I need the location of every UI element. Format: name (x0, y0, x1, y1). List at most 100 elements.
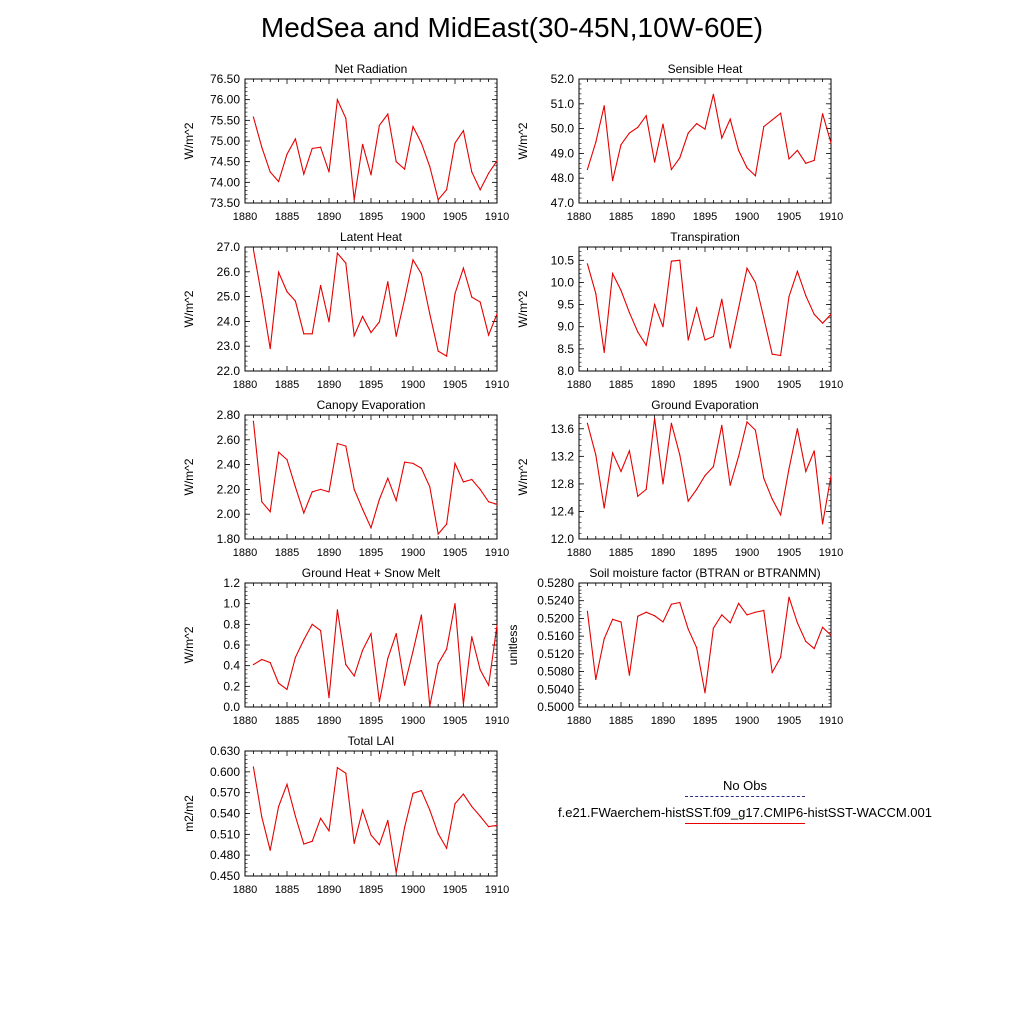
x-tick-label: 1885 (609, 379, 633, 391)
data-point (353, 335, 355, 337)
data-point (437, 533, 439, 535)
data-point (420, 142, 422, 144)
data-point (387, 477, 389, 479)
series-line (253, 603, 498, 707)
data-point (311, 623, 313, 625)
data-point (746, 614, 748, 616)
series-line (252, 766, 498, 873)
data-point (286, 153, 288, 155)
series-line (586, 94, 832, 181)
y-tick-label: 47.0 (551, 196, 575, 210)
data-point (788, 158, 790, 160)
y-tick-label: 12.4 (551, 504, 575, 518)
y-tick-label: 0.2 (223, 679, 240, 693)
data-point (620, 470, 622, 473)
plot-frame (244, 750, 498, 877)
data-point (595, 454, 597, 456)
x-tick-label: 1905 (777, 547, 801, 559)
data-point (612, 452, 614, 454)
x-tick-label: 1890 (651, 379, 675, 391)
data-point (763, 477, 765, 479)
y-tick-label: 50.0 (551, 122, 575, 136)
data-point (488, 172, 490, 174)
y-tick-label: 26.0 (217, 265, 241, 279)
y-tick-label: 0.630 (210, 744, 240, 758)
data-point (712, 466, 715, 468)
data-point (754, 429, 757, 431)
data-point (353, 675, 355, 677)
y-tick-label: 2.80 (217, 408, 241, 422)
y-tick-label: 13.6 (551, 422, 575, 436)
y-tick-label: 0.4 (223, 659, 240, 673)
data-point (328, 321, 330, 323)
data-point (286, 459, 288, 461)
data-point (679, 157, 681, 159)
data-point (813, 647, 815, 650)
y-tick-label: 0.570 (210, 786, 240, 800)
data-point (252, 766, 254, 768)
data-point (462, 267, 464, 269)
data-point (294, 486, 296, 488)
y-tick-label: 12.8 (551, 477, 575, 491)
data-point (286, 291, 288, 293)
plot-frame (578, 582, 832, 708)
data-point (830, 313, 832, 315)
x-tick-label: 1895 (359, 715, 383, 727)
data-point (662, 483, 664, 485)
data-point (796, 149, 799, 152)
y-tick-label: 0.510 (210, 827, 240, 841)
data-point (612, 272, 614, 275)
x-tick-label: 1880 (567, 379, 591, 391)
series-line (586, 596, 832, 693)
series-line (586, 418, 832, 524)
x-tick-label: 1905 (443, 547, 467, 559)
data-point (454, 803, 456, 805)
panel-title: Net Radiation (335, 62, 408, 76)
legend-swatch-solid (685, 823, 805, 824)
data-point (395, 335, 397, 337)
panel-8: 1880 1885 1890 1895 1900 1905 1910 0.450 0.480 0.… (182, 734, 509, 896)
data-point (704, 128, 706, 130)
y-tick-label: 13.2 (551, 449, 575, 463)
data-point (336, 99, 338, 101)
x-tick-label: 1890 (317, 884, 341, 896)
data-point (446, 355, 448, 357)
data-point (454, 142, 456, 144)
data-point (704, 475, 706, 477)
data-point (437, 350, 439, 352)
data-point (294, 815, 296, 817)
data-point (603, 638, 605, 640)
x-tick-label: 1880 (233, 211, 257, 223)
data-point (412, 462, 414, 464)
y-tick-label: 10.5 (551, 253, 575, 267)
data-point (788, 296, 790, 298)
series-line (586, 259, 832, 357)
x-tick-label: 1905 (777, 211, 801, 223)
data-point (278, 682, 280, 684)
x-tick-label: 1900 (401, 379, 425, 391)
x-tick-label: 1905 (443, 884, 467, 896)
y-axis-label: unitless (506, 625, 520, 666)
data-point (294, 300, 296, 302)
data-point (362, 143, 364, 145)
y-tick-label: 0.5080 (537, 665, 574, 679)
panel-title: Canopy Evaporation (317, 398, 426, 412)
data-point (620, 144, 622, 146)
x-tick-label: 1885 (275, 547, 299, 559)
y-tick-label: 76.50 (210, 72, 240, 86)
y-tick-label: 2.20 (217, 482, 241, 496)
data-point (387, 657, 389, 660)
data-point (303, 173, 305, 175)
y-tick-label: 8.0 (557, 364, 574, 378)
data-point (311, 333, 313, 335)
data-point (362, 809, 364, 811)
x-tick-label: 1900 (735, 379, 759, 391)
x-tick-label: 1910 (819, 379, 843, 391)
data-point (446, 523, 448, 525)
data-point (336, 767, 338, 769)
data-point (754, 281, 757, 284)
y-axis-label: W/m^2 (516, 122, 530, 159)
x-tick-label: 1900 (401, 715, 425, 727)
data-point (387, 281, 389, 283)
data-point (252, 116, 254, 118)
